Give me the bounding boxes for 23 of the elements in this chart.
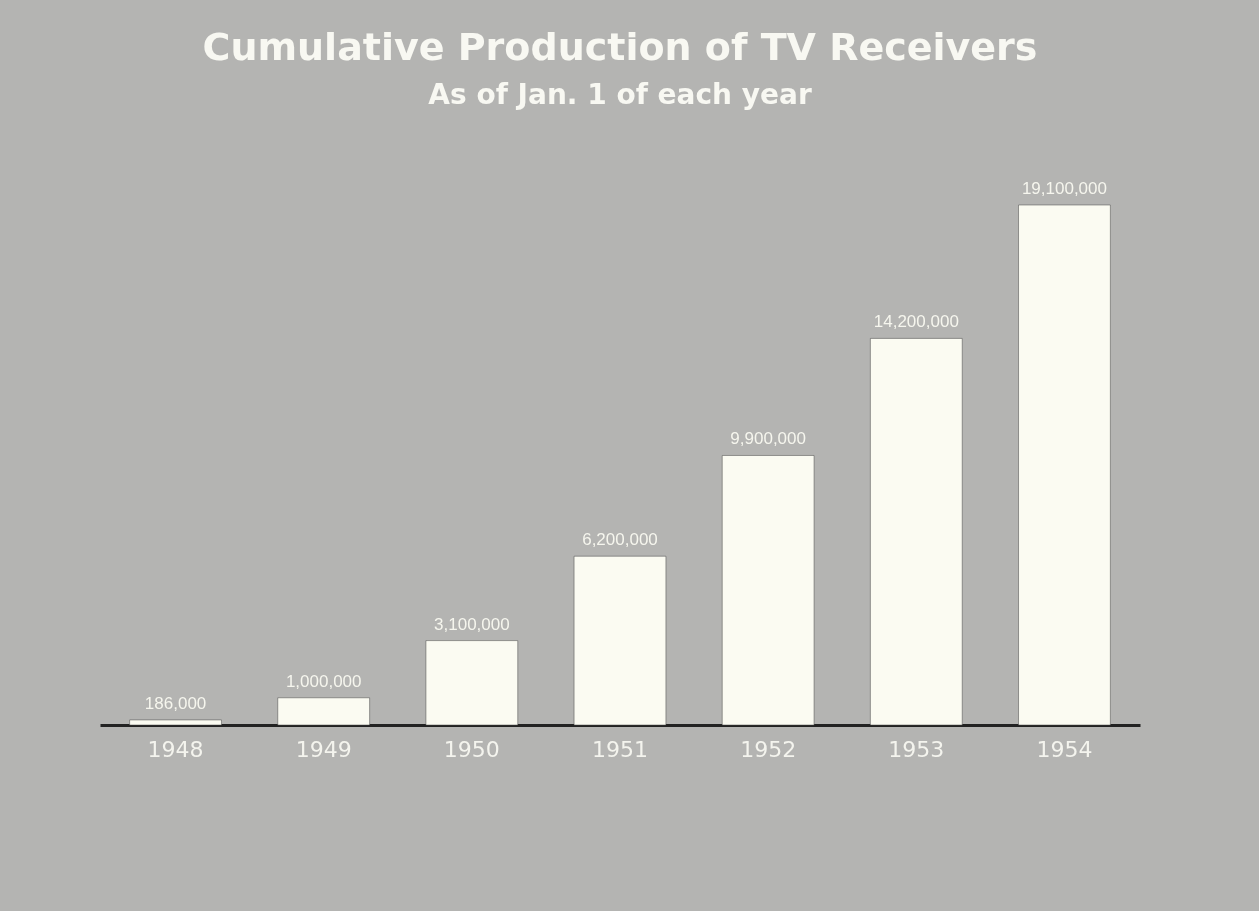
chart-subtitle: As of Jan. 1 of each year — [428, 78, 812, 111]
data-label: 6,200,000 — [582, 530, 658, 550]
bar — [721, 455, 815, 726]
data-label: 14,200,000 — [873, 312, 959, 332]
bar — [277, 697, 370, 726]
bar — [1018, 204, 1111, 726]
bar — [129, 719, 222, 726]
x-tick-label: 1950 — [443, 736, 500, 762]
x-tick-label: 1949 — [295, 736, 352, 762]
data-label: 1,000,000 — [285, 671, 362, 691]
bar — [870, 338, 963, 726]
bar — [573, 555, 667, 726]
x-tick-label: 1954 — [1036, 736, 1093, 762]
data-label: 3,100,000 — [434, 614, 510, 634]
data-label: 9,900,000 — [730, 429, 806, 449]
data-label: 186,000 — [144, 693, 207, 713]
bar — [425, 640, 519, 726]
x-tick-label: 1952 — [740, 736, 797, 762]
chart-title: Cumulative Production of TV Receivers — [202, 25, 1038, 69]
data-label: 19,100,000 — [1021, 179, 1107, 198]
x-tick-label: 1953 — [888, 736, 945, 762]
x-tick-label: 1948 — [147, 736, 204, 762]
x-tick-label: 1951 — [592, 736, 648, 762]
